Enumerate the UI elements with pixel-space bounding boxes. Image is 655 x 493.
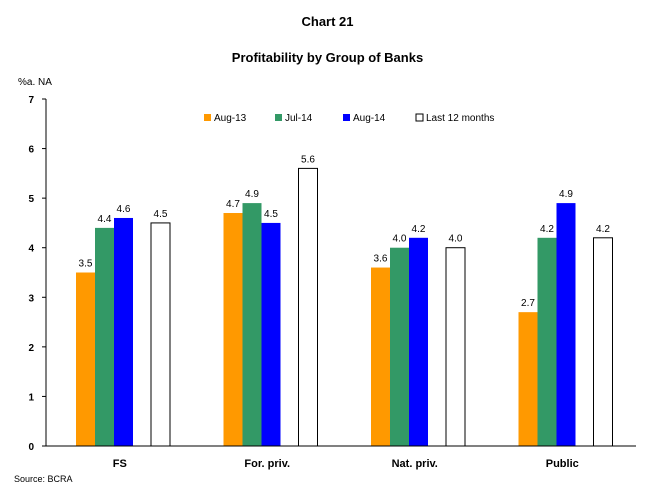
data-label: 4.0 (393, 234, 407, 245)
bar-aug-14-3 (556, 203, 576, 446)
legend: Aug-13 Jul-14 Aug-14 Last 12 months (204, 113, 494, 124)
category-labels-group: FS For. priv. Nat. priv. Public (113, 458, 579, 470)
legend-label: Aug-13 (214, 113, 247, 124)
data-label: 4.7 (226, 199, 240, 210)
y-ticks-group: 0 1 2 3 4 5 6 7 (28, 95, 46, 453)
y-tick-label: 5 (28, 194, 34, 205)
data-label: 4.9 (559, 189, 573, 200)
bar-jul-14-0 (95, 227, 114, 446)
data-label: 3.5 (79, 259, 93, 270)
chart-title: Chart 21 (301, 14, 354, 29)
category-label: Nat. priv. (392, 458, 438, 470)
bars-group (76, 167, 613, 447)
bar-aug-14-0 (114, 217, 133, 446)
bar-last-12-months-1 (298, 167, 318, 447)
category-label: FS (113, 458, 127, 470)
data-label: 4.5 (154, 209, 168, 220)
y-tick-label: 2 (28, 343, 34, 354)
y-axis-unit-label: %a. NA (18, 77, 52, 88)
data-label: 4.6 (117, 204, 131, 215)
bar-aug-13-0 (76, 272, 95, 446)
bar-jul-14-1 (242, 203, 262, 446)
bar-aug-14-2 (409, 237, 428, 446)
value-labels-group: 3.5 4.4 4.6 4.5 4.7 4.9 4.5 5.6 3.6 4.0 4.2 4.0 2.7 4… (79, 154, 611, 309)
bar-last-12-months-3 (593, 237, 613, 447)
legend-label: Aug-14 (353, 113, 386, 124)
legend-label: Jul-14 (285, 113, 313, 124)
data-label: 4.2 (540, 224, 554, 235)
data-label: 4.9 (245, 189, 259, 200)
category-label: For. priv. (244, 458, 290, 470)
axes-group (45, 99, 636, 447)
bar-aug-13-3 (518, 312, 538, 446)
data-label: 4.5 (264, 209, 278, 220)
y-tick-label: 3 (28, 293, 34, 304)
bar-last-12-months-2 (445, 247, 466, 447)
data-label: 4.2 (596, 224, 610, 235)
bar-jul-14-2 (390, 247, 409, 446)
y-tick-label: 0 (28, 442, 34, 453)
data-label: 4.4 (98, 214, 112, 225)
data-label: 3.6 (374, 254, 388, 265)
data-label: 4.0 (449, 234, 463, 245)
y-tick-label: 6 (28, 145, 34, 156)
bar-last-12-months-0 (150, 222, 171, 447)
bar-jul-14-3 (537, 237, 557, 446)
y-tick-label: 4 (28, 244, 34, 255)
source-note: Source: BCRA (14, 474, 73, 484)
bar-aug-14-1 (261, 222, 281, 446)
data-label: 2.7 (521, 298, 535, 309)
legend-swatch (343, 114, 350, 121)
bar-aug-13-2 (371, 267, 390, 446)
legend-swatch (275, 114, 282, 121)
chart-subtitle: Profitability by Group of Banks (231, 50, 424, 65)
bar-aug-13-1 (223, 213, 243, 446)
category-label: Public (546, 458, 579, 470)
legend-swatch (415, 113, 424, 122)
legend-label: Last 12 months (426, 113, 494, 124)
data-label: 5.6 (301, 154, 315, 165)
y-tick-label: 7 (28, 95, 34, 106)
y-tick-label: 1 (28, 392, 34, 403)
legend-swatch (204, 114, 211, 121)
data-label: 4.2 (412, 224, 426, 235)
